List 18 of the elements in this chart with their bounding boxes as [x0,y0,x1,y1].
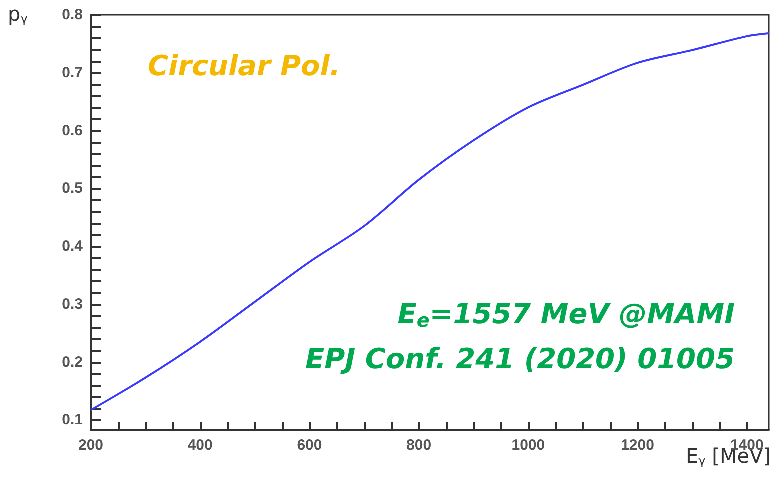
y-tick-label: 0.4 [62,238,84,256]
y-tick-label: 0.7 [62,64,83,82]
annotation: Circular Pol. [148,50,341,82]
x-tick-label: 800 [406,437,432,454]
x-tick-label: 1200 [621,437,654,454]
x-tick-label: 1000 [512,437,546,454]
x-tick-label: 400 [188,437,213,454]
y-tick-label: 0.8 [62,6,83,24]
y-tick-label: 0.1 [62,412,83,429]
y-tick-label: 0.6 [62,122,83,140]
y-tick-label: 0.5 [62,180,83,198]
x-tick-label: 200 [78,437,104,454]
annotation: EPJ Conf. 241 (2020) 01005 [306,342,736,376]
x-tick-label: 600 [297,437,322,454]
line-series [90,32,770,412]
y-axis-title: pγ [8,2,28,26]
y-tick-label: 0.2 [62,354,83,371]
y-tick-label: 0.3 [62,296,83,313]
